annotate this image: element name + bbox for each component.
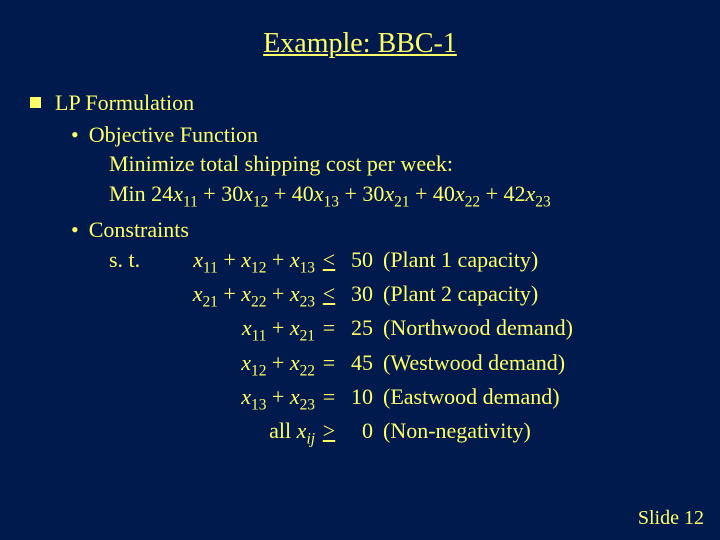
obj-v11: x: [173, 181, 183, 206]
constraint-row: s. t.x11 + x12 + x13<50 (Plant 1 capacity…: [109, 245, 690, 279]
obj-v23: x: [526, 181, 536, 206]
constraint-lhs: x12 + x22: [165, 348, 315, 382]
constraint-row: x12 + x22=45 (Westwood demand): [109, 348, 690, 382]
constraint-rhs: 10: [343, 382, 373, 412]
slide-label: Slide: [638, 507, 679, 529]
constraint-rhs: 25: [343, 313, 373, 343]
constraint-rhs: 45: [343, 348, 373, 378]
constraint-lhs: x11 + x12 + x13: [165, 245, 315, 279]
constraint-op: >: [315, 416, 343, 446]
constraint-lhs: x21 + x22 + x23: [165, 279, 315, 313]
constraint-st-label: s. t.: [109, 245, 165, 275]
constraint-op: <: [315, 245, 343, 275]
constraint-lhs: x13 + x23: [165, 382, 315, 416]
heading-text: LP Formulation: [55, 88, 690, 118]
slide: Example: BBC-1 LP Formulation • Objective…: [0, 0, 720, 540]
obj-s23: 23: [535, 193, 550, 210]
constraint-desc: (Eastwood demand): [383, 382, 560, 412]
square-bullet-icon: [30, 97, 41, 108]
constraint-lhs: all xij: [165, 416, 315, 450]
constraint-desc: (Plant 2 capacity): [383, 279, 538, 309]
constraints-label: Constraints: [89, 217, 189, 242]
obj-v12: x: [243, 181, 253, 206]
constraint-row: x21 + x22 + x23<30 (Plant 2 capacity): [109, 279, 690, 313]
objective-label: Objective Function: [89, 122, 258, 147]
constraint-rhs: 50: [343, 245, 373, 275]
slide-title: Example: BBC-1: [30, 28, 690, 60]
constraint-desc: (Northwood demand): [383, 313, 573, 343]
constraint-op: =: [315, 348, 343, 378]
constraint-desc: (Plant 1 capacity): [383, 245, 538, 275]
constraint-row: x11 + x21=25 (Northwood demand): [109, 313, 690, 347]
objective-line1: Minimize total shipping cost per week:: [109, 149, 690, 179]
constraint-op: <: [315, 279, 343, 309]
constraints-list: s. t.x11 + x12 + x13<50 (Plant 1 capacity…: [55, 245, 690, 450]
obj-s12: 12: [253, 193, 268, 210]
obj-s11: 11: [183, 193, 198, 210]
top-level-bullet: LP Formulation • Objective Function Minim…: [30, 88, 690, 450]
obj-s22: 22: [465, 193, 480, 210]
constraint-desc: (Non-negativity): [383, 416, 531, 446]
slide-number: Slide 12: [638, 507, 704, 530]
constraint-row: x13 + x23=10 (Eastwood demand): [109, 382, 690, 416]
obj-s13: 13: [324, 193, 339, 210]
constraint-rhs: 30: [343, 279, 373, 309]
constraint-op: =: [315, 313, 343, 343]
objective-bullet: • Objective Function: [71, 120, 690, 150]
constraints-bullet: • Constraints: [71, 215, 690, 245]
dot-bullet-icon: •: [71, 122, 79, 147]
obj-v13: x: [314, 181, 324, 206]
obj-p3: + 40: [268, 181, 313, 206]
constraint-op: =: [315, 382, 343, 412]
obj-v22: x: [455, 181, 465, 206]
obj-p5: + 40: [410, 181, 455, 206]
obj-p2: + 30: [198, 181, 243, 206]
obj-s21: 21: [394, 193, 409, 210]
constraint-row-nonneg: all xij>0 (Non-negativity): [109, 416, 690, 450]
slide-body: LP Formulation • Objective Function Minim…: [30, 88, 690, 450]
obj-v21: x: [384, 181, 394, 206]
content-column: LP Formulation • Objective Function Minim…: [55, 88, 690, 450]
obj-pre: Min 24: [109, 181, 173, 206]
constraint-desc: (Westwood demand): [383, 348, 565, 378]
obj-p4: + 30: [339, 181, 384, 206]
constraint-lhs: x11 + x21: [165, 313, 315, 347]
slide-num: 12: [684, 507, 704, 529]
dot-bullet-icon: •: [71, 217, 79, 242]
constraint-rhs: 0: [343, 416, 373, 446]
objective-line2: Min 24x11 + 30x12 + 40x13 + 30x21 + 40x2…: [109, 179, 690, 213]
obj-p6: + 42: [480, 181, 525, 206]
